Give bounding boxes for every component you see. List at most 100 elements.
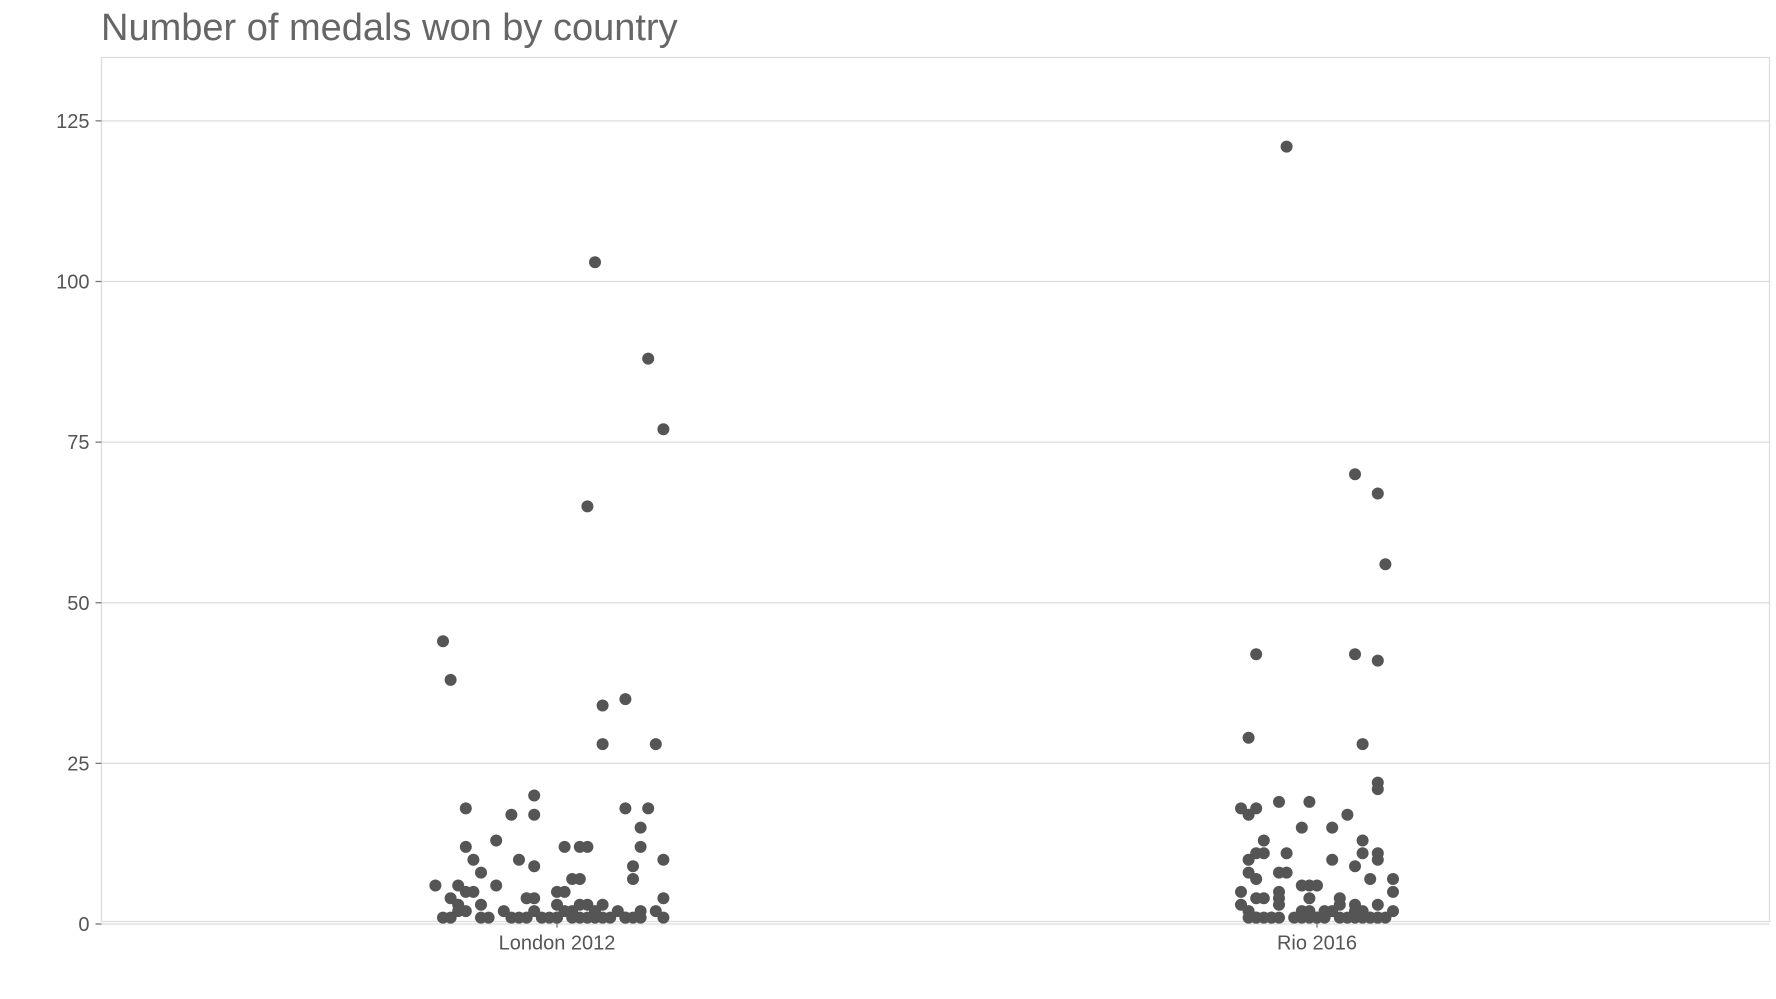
- data-point: [482, 911, 495, 924]
- data-point: [1250, 873, 1263, 885]
- data-point: [589, 911, 601, 924]
- data-point: [649, 738, 662, 751]
- data-point: [1387, 885, 1399, 898]
- data-point: [1303, 892, 1316, 905]
- y-tick-label: 0: [78, 914, 89, 936]
- data-point: [1250, 648, 1263, 661]
- data-point: [1242, 808, 1255, 821]
- data-point: [444, 673, 457, 686]
- data-point: [1280, 847, 1293, 860]
- data-point: [627, 911, 639, 924]
- data-point: [1326, 821, 1339, 834]
- data-point: [1265, 911, 1278, 924]
- data-point: [1349, 860, 1361, 873]
- data-point: [581, 840, 594, 853]
- data-point: [1280, 140, 1293, 153]
- data-point: [1387, 873, 1399, 885]
- data-point: [551, 911, 563, 924]
- data-point: [1371, 783, 1384, 796]
- data-point: [558, 885, 571, 898]
- data-point: [1303, 795, 1316, 808]
- data-point: [1311, 879, 1323, 892]
- gridlines: [101, 120, 1770, 925]
- data-point: [513, 911, 525, 924]
- data-point: [1349, 648, 1361, 661]
- data-point: [528, 789, 541, 802]
- data-point: [642, 802, 655, 815]
- data-point: [528, 860, 541, 873]
- data-point: [634, 821, 647, 834]
- data-point: [634, 840, 647, 853]
- data-point: [1356, 834, 1369, 847]
- data-point: [1295, 879, 1308, 892]
- data-point: [459, 905, 472, 918]
- data-point: [573, 873, 586, 885]
- data-point: [627, 860, 639, 873]
- y-tick-label: 75: [67, 432, 89, 454]
- data-point: [604, 911, 617, 924]
- data-point: [437, 635, 449, 648]
- data-point: [513, 853, 525, 866]
- data-point: [475, 898, 487, 911]
- data-points: [429, 140, 1399, 924]
- data-point: [1364, 873, 1377, 885]
- data-point: [1326, 853, 1339, 866]
- data-point: [467, 853, 480, 866]
- data-point: [1371, 898, 1384, 911]
- data-point: [528, 808, 541, 821]
- data-point: [1371, 853, 1384, 866]
- data-point: [1371, 487, 1384, 500]
- data-point: [1379, 558, 1392, 571]
- data-point: [1235, 885, 1247, 898]
- data-point: [1257, 834, 1270, 847]
- data-point: [1356, 847, 1369, 860]
- data-point: [490, 879, 503, 892]
- data-point: [437, 911, 449, 924]
- data-point: [657, 911, 670, 924]
- plot-panel-border: [100, 56, 1771, 923]
- x-tick-label: Rio 2016: [1277, 933, 1357, 955]
- data-point: [657, 423, 670, 436]
- data-point: [1242, 731, 1255, 744]
- data-point: [1311, 911, 1323, 924]
- data-point: [1356, 738, 1369, 751]
- y-tick-label: 100: [56, 272, 89, 294]
- data-point: [1349, 468, 1361, 481]
- data-point: [1295, 821, 1308, 834]
- data-point: [581, 500, 594, 513]
- x-axis: London 2012 Rio 2016: [499, 921, 1357, 955]
- data-point: [1242, 853, 1255, 866]
- data-point: [505, 808, 518, 821]
- data-point: [429, 879, 442, 892]
- data-point: [1280, 866, 1293, 879]
- data-point: [589, 256, 601, 269]
- data-point: [459, 802, 472, 815]
- data-point: [657, 892, 670, 905]
- data-point: [596, 738, 609, 751]
- data-point: [1250, 911, 1263, 924]
- x-tick-label: London 2012: [499, 933, 616, 955]
- data-point: [1273, 795, 1285, 808]
- data-point: [475, 866, 487, 879]
- data-point: [1371, 911, 1384, 924]
- data-point: [1257, 892, 1270, 905]
- data-point: [520, 892, 533, 905]
- data-point: [642, 352, 655, 365]
- data-point: [1341, 808, 1354, 821]
- data-point: [1371, 654, 1384, 667]
- data-point: [1257, 847, 1270, 860]
- y-axis: 0 25 50 75 100 125: [56, 111, 102, 936]
- data-point: [596, 699, 609, 712]
- y-tick-label: 50: [67, 593, 89, 615]
- y-tick-label: 25: [67, 753, 89, 775]
- data-point: [619, 802, 632, 815]
- y-tick-label: 125: [56, 111, 89, 133]
- data-point: [467, 885, 480, 898]
- data-point: [1273, 898, 1285, 911]
- data-point: [459, 840, 472, 853]
- data-point: [657, 853, 670, 866]
- data-point: [490, 834, 503, 847]
- data-point: [619, 693, 632, 706]
- data-point: [558, 840, 571, 853]
